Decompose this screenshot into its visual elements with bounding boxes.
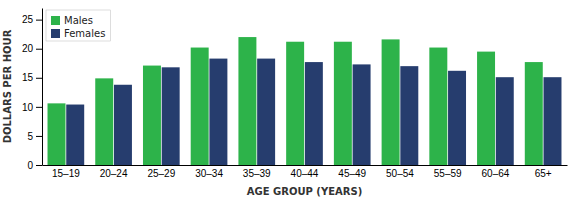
x-tick-label: 35–39: [243, 168, 271, 179]
x-tick: 25–29: [147, 165, 175, 179]
bar: [429, 48, 447, 165]
bar: [209, 59, 227, 165]
legend-item: Females: [51, 28, 105, 39]
bar: [496, 77, 514, 165]
x-axis-line: [43, 165, 568, 166]
x-tick: 65+: [535, 165, 552, 179]
y-tick: 10: [22, 102, 42, 113]
bar: [477, 52, 495, 165]
y-tick-label: 25: [22, 14, 34, 25]
x-tick: 55–59: [434, 165, 462, 179]
y-tick: 25: [22, 14, 42, 25]
y-axis-title: DOLLARS PER HOUR: [2, 29, 13, 143]
bar: [305, 62, 323, 165]
x-tick-label: 20–24: [100, 168, 128, 179]
x-tick: 15–19: [52, 165, 80, 179]
x-tick: 50–54: [386, 165, 414, 179]
bar: [544, 77, 562, 165]
series: [66, 59, 561, 165]
x-tick-label: 30–34: [195, 168, 223, 179]
x-axis-title: AGE GROUP (YEARS): [247, 186, 362, 197]
x-tick-label: 50–54: [386, 168, 414, 179]
bar: [525, 62, 543, 165]
x-tick: 30–34: [195, 165, 223, 179]
y-axis-line: [42, 9, 43, 166]
x-tick-label: 25–29: [147, 168, 175, 179]
bar: [257, 59, 275, 165]
x-tick: 35–39: [243, 165, 271, 179]
bar: [382, 39, 400, 165]
bar: [238, 37, 256, 165]
x-tick: 40–44: [291, 165, 319, 179]
y-tick-label: 0: [27, 160, 33, 171]
x-tick-label: 55–59: [434, 168, 462, 179]
bar: [143, 66, 161, 165]
y-tick-mark: [36, 20, 42, 21]
x-tick-label: 45–49: [338, 168, 366, 179]
x-tick: 20–24: [100, 165, 128, 179]
x-axis: 15–19 20–24 25–29 30–34 35–39 40–44 45–49 50–54…: [43, 165, 568, 179]
bar: [353, 64, 371, 165]
y-tick: 15: [22, 72, 42, 83]
y-tick-mark: [36, 49, 42, 50]
bar: [400, 66, 418, 165]
bar: [48, 103, 66, 165]
y-tick-mark: [36, 136, 42, 137]
legend-label: Males: [64, 15, 93, 26]
bar: [191, 48, 209, 165]
y-axis: 0 5 10 15 20 25: [22, 9, 43, 171]
legend-item: Males: [51, 15, 93, 26]
x-tick-label: 15–19: [52, 168, 80, 179]
legend: Males Females: [46, 10, 110, 41]
legend-label: Females: [64, 28, 105, 39]
bar: [162, 67, 180, 165]
chart: 15–19 20–24 25–29 30–34 35–39 40–44 45–49 50–54…: [0, 0, 577, 199]
legend-swatch: [51, 29, 60, 38]
y-tick-label: 10: [22, 102, 34, 113]
y-tick-label: 5: [27, 131, 33, 142]
legend-frame: [46, 10, 110, 41]
bar: [286, 42, 304, 165]
legend-swatch: [51, 16, 60, 25]
y-tick: 5: [27, 131, 42, 142]
bar: [448, 71, 466, 165]
y-tick-mark: [36, 165, 42, 166]
x-tick: 45–49: [338, 165, 366, 179]
series: [48, 37, 543, 165]
y-tick: 0: [27, 160, 42, 171]
bar: [114, 85, 132, 165]
x-tick: 60–64: [482, 165, 510, 179]
x-tick-label: 65+: [535, 168, 552, 179]
bar: [334, 42, 352, 165]
bar: [95, 78, 113, 165]
y-tick-mark: [36, 78, 42, 79]
bars: [48, 37, 562, 165]
plot: 15–19 20–24 25–29 30–34 35–39 40–44 45–49 50–54…: [22, 9, 568, 180]
x-tick-label: 60–64: [482, 168, 510, 179]
y-tick-label: 15: [22, 72, 34, 83]
y-tick-mark: [36, 107, 42, 108]
x-tick-label: 40–44: [291, 168, 319, 179]
y-tick: 20: [22, 43, 42, 54]
y-tick-label: 20: [22, 43, 34, 54]
bar: [66, 105, 84, 165]
